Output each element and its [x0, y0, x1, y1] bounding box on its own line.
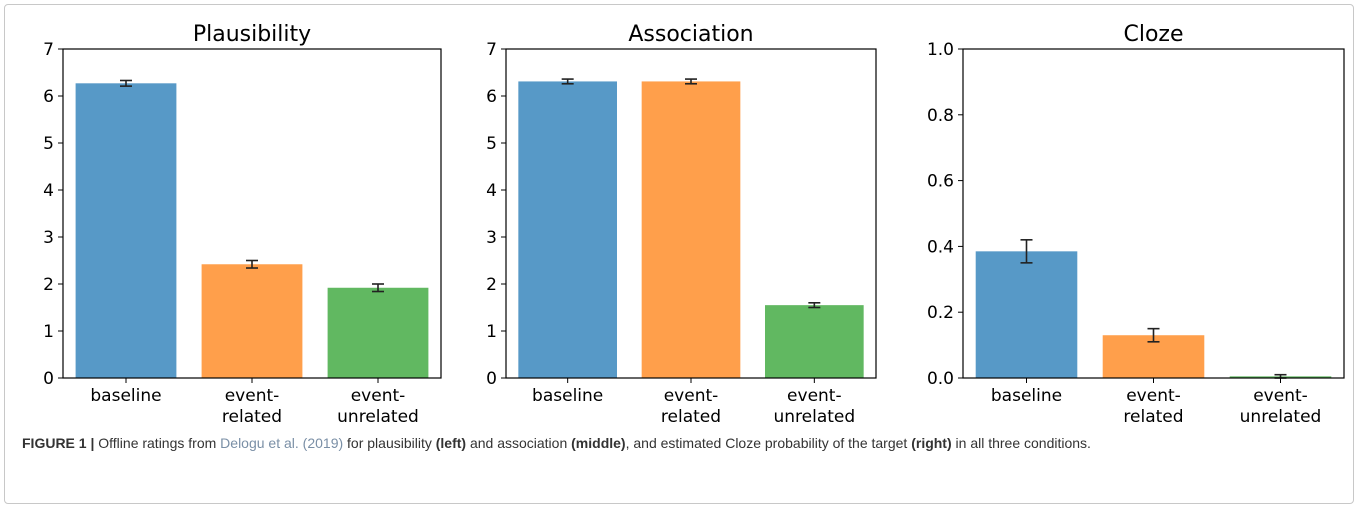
caption-right-marker: (right) [911, 435, 952, 451]
caption-text-2: for plausibility [343, 435, 436, 451]
y-tick-label: 0.0 [927, 369, 954, 389]
y-tick-label: 0 [486, 369, 497, 389]
y-tick-label: 1 [486, 322, 497, 342]
x-tick-label: related [222, 407, 282, 427]
error-bar-event-related [1147, 327, 1160, 343]
bar-event-related [641, 81, 741, 379]
chart-title: Plausibility [193, 22, 311, 47]
caption-text-4: , and estimated Cloze probability of the… [625, 435, 912, 451]
y-tick-label: 0.2 [927, 303, 954, 323]
error-bar-event-unrelated [372, 283, 384, 293]
x-tick-label: event- [225, 386, 280, 406]
bar-event-related [201, 264, 303, 378]
chart-title: Association [628, 22, 753, 47]
y-tick-label: 6 [43, 87, 54, 107]
caption-text-5: in all three conditions. [951, 435, 1091, 451]
x-tick-label: baseline [991, 386, 1062, 406]
y-tick-label: 6 [486, 87, 497, 107]
y-tick-label: 7 [486, 40, 497, 60]
bar-baseline [975, 251, 1078, 378]
caption-label: FIGURE 1 | [22, 435, 95, 451]
y-tick-label: 3 [486, 228, 497, 248]
y-tick-label: 2 [43, 275, 54, 295]
y-tick-label: 4 [486, 181, 497, 201]
caption-text-3: and association [466, 435, 572, 451]
error-bar-event-related [246, 259, 258, 269]
x-tick-label: baseline [532, 386, 603, 406]
y-tick-label: 7 [43, 40, 54, 60]
y-tick-label: 0.4 [927, 237, 954, 257]
bar-event-unrelated [327, 287, 429, 378]
plot-area-frame [62, 48, 442, 379]
y-tick-label: 0.6 [927, 172, 954, 192]
y-tick-label: 5 [486, 134, 497, 154]
error-bar-baseline [1020, 239, 1033, 264]
chart-title: Cloze [1123, 22, 1183, 47]
caption-middle-marker: (middle) [571, 435, 626, 451]
x-tick-label: unrelated [773, 407, 855, 427]
error-bar-baseline [120, 79, 132, 87]
error-bar-event-unrelated [808, 301, 821, 309]
x-tick-label: related [1123, 407, 1183, 427]
y-tick-label: 2 [486, 275, 497, 295]
x-tick-label: event- [351, 386, 406, 406]
y-tick-label: 5 [43, 134, 54, 154]
x-tick-label: event- [787, 386, 842, 406]
y-tick-label: 4 [43, 181, 54, 201]
x-tick-label: event- [1253, 386, 1308, 406]
y-tick-label: 3 [43, 228, 54, 248]
bar-baseline [75, 83, 177, 378]
y-tick-label: 0 [43, 369, 54, 389]
bar-baseline [518, 81, 617, 379]
x-tick-label: unrelated [337, 407, 419, 427]
y-tick-label: 0.8 [927, 106, 954, 126]
figure-caption: FIGURE 1 | Offline ratings from Delogu e… [22, 432, 1332, 454]
plot-area-frame [962, 48, 1345, 379]
bar-event-unrelated [765, 305, 864, 378]
caption-reference-link[interactable]: Delogu et al. (2019) [220, 435, 344, 451]
error-bar-baseline [561, 78, 574, 85]
plot-area-frame [505, 48, 877, 379]
y-tick-label: 1.0 [927, 40, 954, 60]
x-tick-label: unrelated [1240, 407, 1322, 427]
caption-text-1: Offline ratings from [94, 435, 221, 451]
x-tick-label: baseline [90, 386, 161, 406]
x-tick-label: event- [1126, 386, 1181, 406]
x-tick-label: related [661, 407, 721, 427]
error-bar-event-related [685, 78, 697, 85]
caption-left-marker: (left) [435, 435, 467, 451]
y-tick-label: 1 [43, 322, 54, 342]
x-tick-label: event- [664, 386, 719, 406]
